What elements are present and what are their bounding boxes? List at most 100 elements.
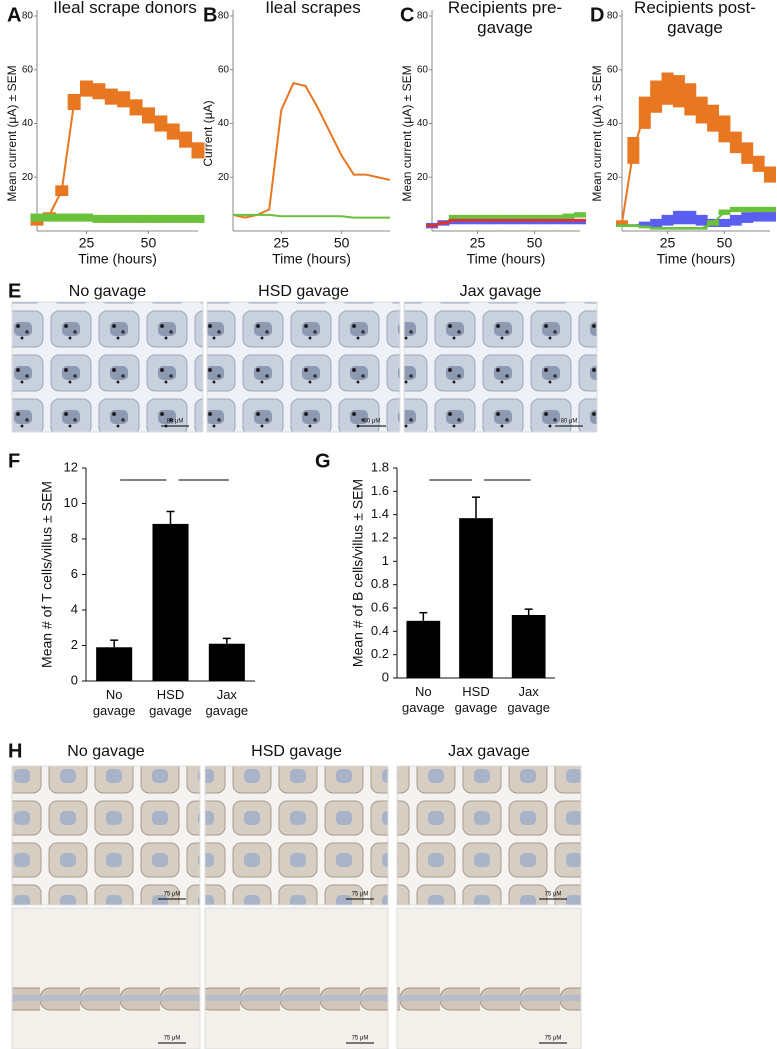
y-tick-label: 8 — [71, 530, 78, 545]
x-tick-label: Jax gavage — [507, 684, 550, 715]
micrograph — [396, 907, 582, 1049]
x-axis-label: Time (hours) — [78, 251, 157, 267]
y-tick-label: 1.6 — [371, 483, 389, 498]
panel-letter: B — [203, 4, 217, 26]
y-tick-label: 40 — [607, 118, 619, 129]
y-tick-label: 1.8 — [371, 459, 389, 474]
panel-title: Ileal scrape donors — [53, 0, 197, 17]
y-tick-label: 0.6 — [371, 599, 389, 614]
bar — [208, 643, 245, 681]
y-tick-label: 0 — [71, 672, 78, 687]
mean-line — [232, 82, 391, 219]
micrograph — [11, 907, 201, 1049]
mean-line — [431, 213, 581, 227]
x-tick-label: 50 — [527, 235, 543, 251]
panel-title-box: Recipients pre-gavage — [447, 0, 563, 37]
x-axis-label: Time (hours) — [657, 251, 736, 267]
y-tick-label: 0.4 — [371, 623, 389, 638]
y-tick-label: 60 — [22, 64, 34, 75]
y-tick-label: 20 — [22, 172, 34, 183]
y-tick-label: 0.2 — [371, 646, 389, 661]
mean-line — [431, 220, 580, 227]
panel-letter: D — [590, 4, 604, 26]
x-tick-label-box: Jax gavage — [205, 687, 249, 718]
panel-letter: A — [7, 4, 21, 26]
image-caption: No gavage — [67, 743, 144, 760]
mean-line — [622, 213, 770, 227]
bar — [96, 647, 133, 681]
image-caption: HSD gavage — [258, 283, 349, 300]
x-tick-label: HSD gavage — [149, 687, 192, 718]
y-tick-label: 10 — [64, 495, 78, 510]
image-caption: No gavage — [69, 283, 146, 300]
x-tick-label-box: No gavage — [402, 684, 445, 715]
scale-bar-label: 80 μM — [167, 419, 184, 425]
mean-line — [621, 87, 771, 224]
panel-title: Recipients pre-gavage — [447, 0, 563, 37]
y-tick-label: 1.4 — [371, 506, 389, 521]
y-tick-label: 80 — [607, 11, 619, 22]
x-tick-label-box: No gavage — [93, 687, 136, 718]
y-axis-label: Mean current (μA) ± SEM — [5, 65, 19, 201]
scale-bar-label: 75 μM — [164, 892, 181, 898]
panel-title-box: Ileal scrapes — [265, 0, 361, 17]
panel-title-box: Ileal scrape donors — [53, 0, 197, 17]
image-caption: HSD gavage — [251, 743, 342, 760]
bar — [459, 518, 493, 678]
y-axis-label: Current (μA) — [201, 100, 215, 166]
y-tick-label: 60 — [218, 64, 230, 75]
y-tick-label: 6 — [71, 566, 78, 581]
y-tick-label: 60 — [417, 64, 429, 75]
y-tick-label: 0 — [382, 669, 389, 684]
scale-bar-label: 75 μM — [352, 1036, 369, 1042]
micrograph — [204, 907, 389, 1049]
x-tick-label: 25 — [660, 235, 676, 251]
scale-bar-label: 75 μM — [545, 892, 562, 898]
x-tick-label-box: HSD gavage — [149, 687, 192, 718]
image-caption: Jax gavage — [448, 743, 530, 760]
x-tick-label: Jax gavage — [205, 687, 249, 718]
panel-letter: C — [400, 4, 414, 26]
y-tick-label: 80 — [218, 11, 230, 22]
y-tick-label: 40 — [417, 118, 429, 129]
panel-title: Recipients post-gavage — [634, 0, 756, 37]
y-tick-label: 60 — [607, 64, 619, 75]
panel-title: Ileal scrapes — [265, 0, 361, 17]
y-axis-label: Mean # of B cells/villus ± SEM — [350, 479, 366, 667]
bar — [511, 615, 546, 678]
y-tick-label: 40 — [22, 118, 34, 129]
y-tick-label: 80 — [417, 11, 429, 22]
y-tick-label: 20 — [218, 172, 230, 183]
y-tick-label: 20 — [417, 172, 429, 183]
x-tick-label: 50 — [141, 235, 157, 251]
y-tick-label: 0.8 — [371, 576, 389, 591]
mean-line — [622, 208, 770, 230]
x-tick-label: HSD gavage — [454, 684, 498, 715]
panel-letter: G — [315, 450, 331, 472]
bar — [152, 523, 189, 681]
x-tick-label-box: HSD gavage — [454, 684, 498, 715]
scale-bar-label: 80 μM — [561, 419, 578, 425]
panel-title-box: Recipients post-gavage — [634, 0, 756, 37]
scale-bar-label: 75 μM — [352, 892, 369, 898]
y-tick-label: 80 — [22, 11, 34, 22]
x-tick-label-box: Jax gavage — [507, 684, 550, 715]
mean-line — [36, 87, 199, 224]
micrograph — [206, 301, 401, 433]
image-caption: Jax gavage — [460, 283, 542, 300]
panel-letter: H — [8, 740, 22, 762]
micrograph — [204, 765, 389, 906]
x-axis-label: Time (hours) — [467, 251, 546, 267]
scale-bar-label: 75 μM — [545, 1036, 562, 1042]
x-tick-label: 25 — [79, 235, 95, 251]
scale-bar-label: 75 μM — [164, 1036, 181, 1042]
y-axis-label: Mean current (μA) ± SEM — [590, 65, 604, 201]
y-tick-label: 2 — [71, 637, 78, 652]
micrograph — [396, 765, 582, 906]
y-axis-label: Mean current (μA) ± SEM — [400, 65, 414, 201]
y-tick-label: 20 — [607, 172, 619, 183]
x-tick-label: No gavage — [402, 684, 445, 715]
x-axis-label: Time (hours) — [272, 251, 351, 267]
